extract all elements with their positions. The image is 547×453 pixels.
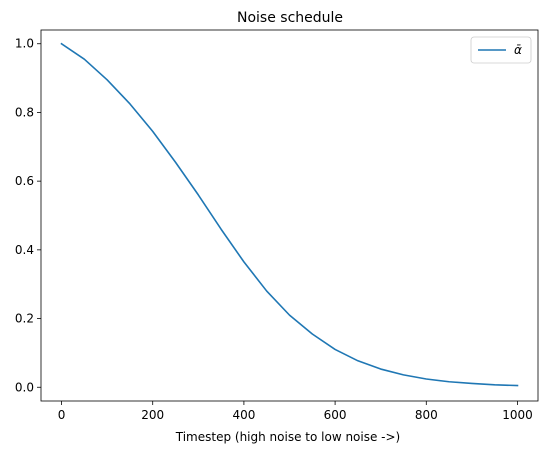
axes-frame — [40, 29, 539, 402]
plot-area: 0 200 400 600 800 1000 0.0 0.2 0.4 0.6 0.8 1.0 — [15, 29, 539, 422]
x-tick-label: 400 — [232, 408, 255, 422]
y-tick-label: 0.2 — [15, 312, 34, 326]
series-line-0 — [60, 42, 519, 387]
y-tick-label: 1.0 — [15, 37, 34, 51]
y-tick-label: 0.6 — [15, 174, 34, 188]
x-axis-label: Timestep (high noise to low noise ->) — [175, 430, 401, 444]
chart-title: Noise schedule — [237, 10, 343, 26]
y-tick-label: 0.0 — [15, 380, 34, 394]
legend-label: ᾱ — [514, 43, 522, 57]
y-tick-label: 0.8 — [15, 105, 34, 119]
x-tick-label: 1000 — [502, 408, 533, 422]
legend: ᾱ — [470, 36, 532, 64]
x-tick-label: 0 — [58, 408, 66, 422]
y-tick-label: 0.4 — [15, 243, 34, 257]
x-tick-label: 800 — [415, 408, 438, 422]
x-tick-label: 200 — [141, 408, 164, 422]
x-tick-label: 600 — [324, 408, 347, 422]
